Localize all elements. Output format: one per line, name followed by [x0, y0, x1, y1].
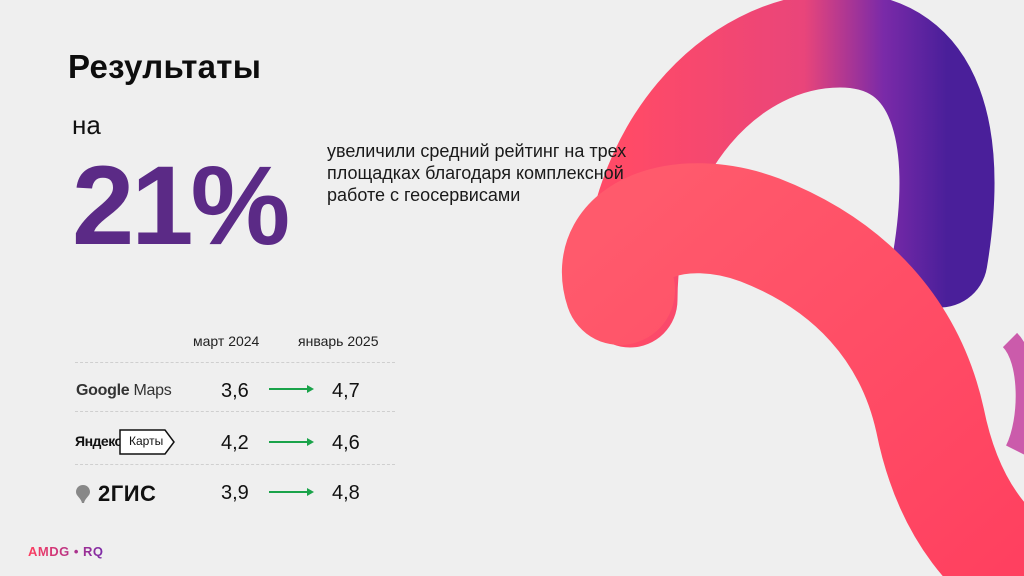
value-to: 4,6	[332, 432, 360, 454]
divider	[75, 362, 395, 363]
column-header-march: март 2024	[193, 333, 260, 349]
brand-logo: AMDG • RQ	[28, 544, 104, 559]
stat-prefix: на	[72, 110, 101, 140]
karty-badge: Карты	[119, 429, 175, 455]
value-from: 3,9	[221, 482, 249, 504]
value-from: 4,2	[221, 432, 249, 454]
google-maps-logo: Google Maps	[76, 382, 172, 399]
value-to: 4,8	[332, 482, 360, 504]
divider	[75, 464, 395, 465]
page-title: Результаты	[68, 48, 262, 85]
stat-value: 21%	[72, 143, 290, 268]
stat-description: увеличили средний рейтинг на трех площад…	[327, 141, 627, 205]
map-pin-icon	[76, 485, 90, 503]
yandex-logo: Яндекс	[75, 433, 122, 449]
value-from: 3,6	[221, 380, 249, 402]
column-header-january: январь 2025	[298, 333, 379, 349]
divider	[75, 411, 395, 412]
arrow-right-icon	[269, 385, 314, 393]
arrow-right-icon	[269, 438, 314, 446]
arrow-right-icon	[269, 488, 314, 496]
value-to: 4,7	[332, 380, 360, 402]
ribbon-graphic	[562, 0, 1024, 576]
